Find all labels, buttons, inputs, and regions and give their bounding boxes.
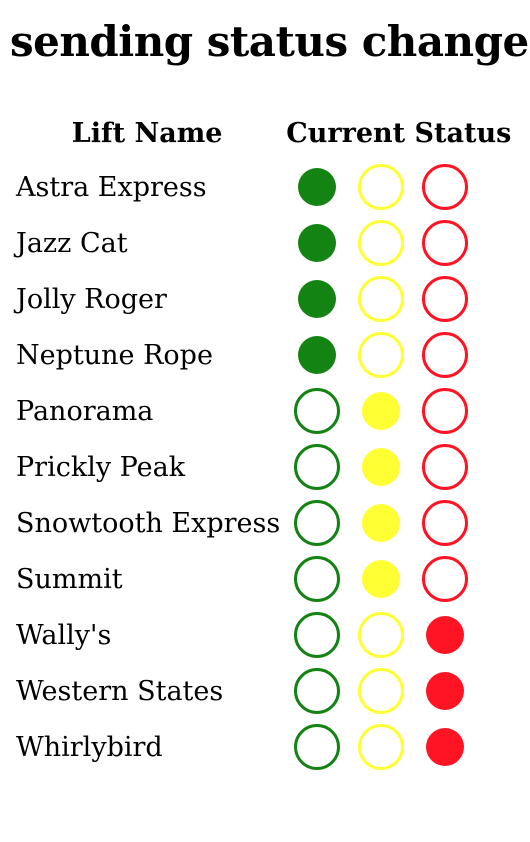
status-lights: [294, 332, 494, 378]
yellow-status-light[interactable]: [358, 164, 405, 210]
table-row: Wally's: [10, 608, 511, 662]
status-lights: [294, 724, 494, 770]
lift-name-column-header: Lift Name: [71, 118, 223, 149]
green-status-light[interactable]: [294, 500, 341, 546]
green-status-light[interactable]: [298, 224, 337, 262]
red-status-light[interactable]: [422, 220, 469, 266]
green-status-light[interactable]: [298, 168, 337, 206]
yellow-status-light[interactable]: [358, 724, 405, 770]
lift-status-cell: [286, 720, 511, 774]
yellow-status-light[interactable]: [358, 612, 405, 658]
green-status-light[interactable]: [294, 556, 341, 602]
lift-status-cell: [286, 440, 511, 494]
lift-name: Whirlybird: [16, 731, 163, 763]
lift-name: Neptune Rope: [16, 339, 213, 371]
lift-name: Jolly Roger: [16, 283, 167, 315]
red-status-light[interactable]: [426, 672, 465, 710]
lift-status-cell: [286, 664, 511, 718]
lift-name: Jazz Cat: [16, 227, 128, 259]
green-status-light[interactable]: [298, 280, 337, 318]
lift-name: Prickly Peak: [16, 451, 186, 483]
status-lights: [294, 164, 494, 210]
red-status-light[interactable]: [422, 388, 469, 434]
status-lights: [294, 220, 494, 266]
page-title: sending status change: [10, 17, 529, 66]
red-status-light[interactable]: [426, 728, 465, 766]
red-status-light[interactable]: [422, 332, 469, 378]
lift-status-cell: [286, 608, 511, 662]
yellow-status-light[interactable]: [362, 560, 401, 598]
red-status-light[interactable]: [422, 164, 469, 210]
yellow-status-light[interactable]: [362, 504, 401, 542]
table-row: Jazz Cat: [10, 216, 511, 270]
red-status-light[interactable]: [422, 276, 469, 322]
lift-status-cell: [286, 496, 511, 550]
lift-name: Panorama: [16, 395, 154, 427]
table-row: Jolly Roger: [10, 272, 511, 326]
lift-name: Snowtooth Express: [16, 507, 281, 539]
red-status-light[interactable]: [422, 556, 469, 602]
lift-status-cell: [286, 328, 511, 382]
lift-status-cell: [286, 552, 511, 606]
lift-status-cell: [286, 272, 511, 326]
table-row: Snowtooth Express: [10, 496, 511, 550]
lift-rows: Astra Express Jazz Cat Jolly Roger Neptune …: [10, 160, 511, 774]
table-row: Whirlybird: [10, 720, 511, 774]
status-lights: [294, 668, 494, 714]
lift-name: Wally's: [16, 619, 112, 651]
lift-status-cell: [286, 160, 511, 214]
green-status-light[interactable]: [294, 444, 341, 490]
yellow-status-light[interactable]: [362, 448, 401, 486]
status-lights: [294, 612, 494, 658]
table-row: Prickly Peak: [10, 440, 511, 494]
table-row: Western States: [10, 664, 511, 718]
lift-name: Astra Express: [16, 171, 207, 203]
red-status-light[interactable]: [426, 616, 465, 654]
red-status-light[interactable]: [422, 444, 469, 490]
table-row: Astra Express: [10, 160, 511, 214]
lift-status-table: Lift Name Current Status Astra Express Ja…: [8, 107, 513, 776]
lift-status-cell: [286, 216, 511, 270]
lift-status-cell: [286, 384, 511, 438]
status-lights: [294, 276, 494, 322]
yellow-status-light[interactable]: [358, 332, 405, 378]
yellow-status-light[interactable]: [362, 392, 401, 430]
lift-name: Western States: [16, 675, 224, 707]
yellow-status-light[interactable]: [358, 668, 405, 714]
green-status-light[interactable]: [294, 668, 341, 714]
current-status-column-header: Current Status: [286, 118, 512, 149]
status-lights: [294, 500, 494, 546]
status-lights: [294, 444, 494, 490]
yellow-status-light[interactable]: [358, 220, 405, 266]
yellow-status-light[interactable]: [358, 276, 405, 322]
green-status-light[interactable]: [294, 724, 341, 770]
table-header-row: Lift Name Current Status: [10, 109, 512, 158]
green-status-light[interactable]: [294, 388, 341, 434]
table-row: Panorama: [10, 384, 511, 438]
green-status-light[interactable]: [294, 612, 341, 658]
table-row: Neptune Rope: [10, 328, 511, 382]
status-lights: [294, 388, 494, 434]
lift-name: Summit: [16, 563, 123, 595]
table-row: Summit: [10, 552, 511, 606]
green-status-light[interactable]: [298, 336, 337, 374]
red-status-light[interactable]: [422, 500, 469, 546]
status-lights: [294, 556, 494, 602]
